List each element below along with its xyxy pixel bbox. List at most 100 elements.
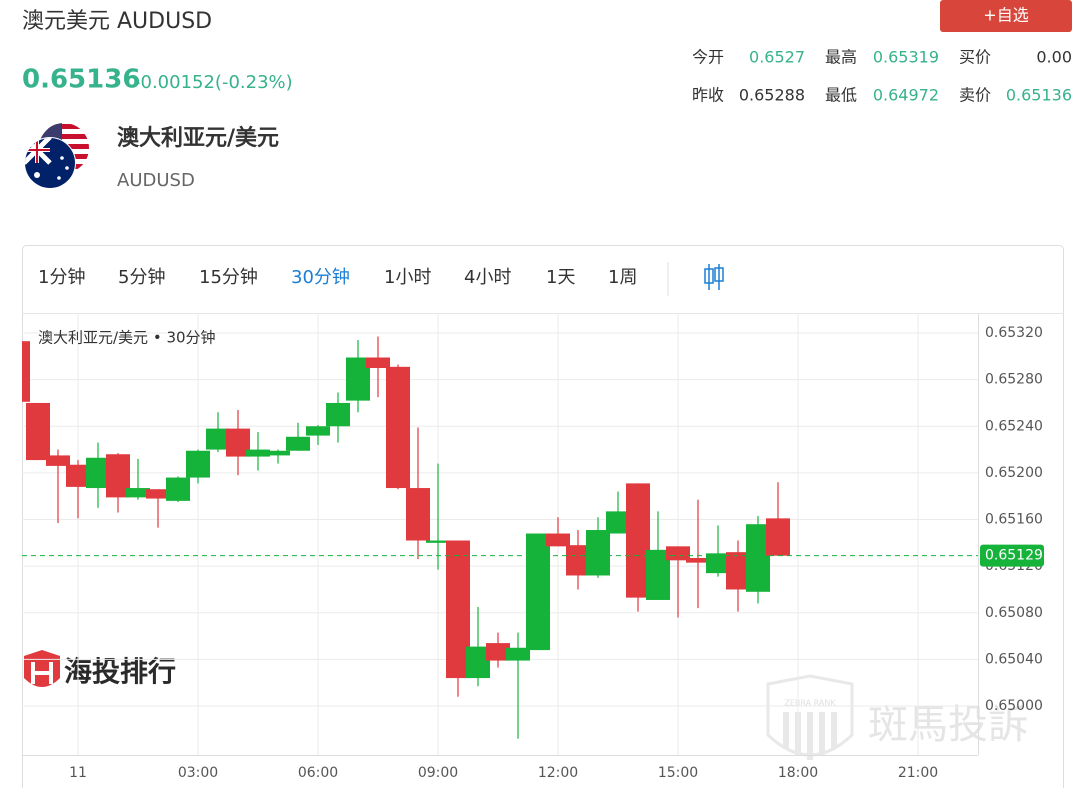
interval-tab[interactable]: 5分钟: [118, 267, 165, 288]
stat-label: 昨收: [692, 86, 724, 105]
interval-tab[interactable]: 1小时: [384, 267, 431, 288]
candle-body: [666, 546, 690, 561]
candle: [106, 453, 130, 513]
candle: [506, 632, 530, 739]
candle-body: [286, 436, 310, 451]
x-tick-label: 18:00: [778, 765, 818, 781]
logo-text: 海投排行: [64, 655, 176, 688]
x-tick-label: 06:00: [298, 765, 338, 781]
stat-label: 最高: [825, 48, 857, 67]
interval-tab[interactable]: 30分钟: [291, 267, 350, 288]
candle: [286, 422, 310, 451]
add-watchlist-button[interactable]: +自选: [940, 0, 1072, 32]
y-tick-label: 0.65040: [985, 651, 1043, 667]
candle-body: [386, 366, 410, 489]
candle-body: [46, 455, 70, 466]
candle-body: [306, 426, 330, 436]
page-title: 澳元美元 AUDUSD: [22, 9, 212, 34]
candle: [246, 432, 270, 471]
chart-style-button[interactable]: [704, 264, 724, 290]
candle: [66, 460, 90, 519]
logo-watermark: 海投排行: [24, 650, 176, 688]
candle-body: [366, 357, 390, 368]
candle: [486, 632, 510, 668]
interval-tab[interactable]: 1分钟: [38, 267, 85, 288]
stat-label: 最低: [825, 86, 857, 105]
flag-icon: [24, 123, 89, 189]
candle: [166, 476, 190, 503]
candle: [386, 364, 410, 490]
interval-tab[interactable]: 15分钟: [199, 267, 258, 288]
zebra-text: 斑馬投訴: [868, 702, 1028, 748]
candle-body: [146, 489, 170, 499]
candle-body: [606, 511, 630, 534]
instrument-name: 澳大利亚元/美元: [117, 125, 279, 151]
candle-body: [546, 533, 570, 547]
zebra-watermark: ZEBRA RANK 斑馬投訴: [766, 674, 1028, 760]
candle-body: [246, 449, 270, 457]
candle-body: [766, 518, 790, 556]
stat-label: 买价: [959, 48, 991, 67]
candle: [346, 340, 370, 413]
candle: [126, 458, 150, 500]
candle: [22, 341, 30, 402]
y-tick-label: 0.65080: [985, 605, 1043, 621]
y-tick-label: 0.65320: [985, 325, 1043, 341]
y-tick-label: 0.65280: [985, 372, 1043, 388]
candle: [746, 516, 770, 604]
y-tick-label: 0.65240: [985, 418, 1043, 434]
stat-value: 0.65288: [739, 86, 805, 105]
candle-body: [426, 540, 450, 543]
candle: [586, 517, 610, 578]
x-tick-label: 15:00: [658, 765, 698, 781]
x-tick-label: 03:00: [178, 765, 218, 781]
candle: [546, 517, 570, 547]
candle-body: [206, 428, 230, 450]
interval-tab[interactable]: 1天: [546, 267, 575, 288]
candle-body: [706, 553, 730, 574]
stat-label: 今开: [692, 48, 724, 67]
candle-body: [586, 530, 610, 576]
candle: [666, 546, 690, 618]
button-bg: [940, 0, 1072, 32]
stat-value: 0.65136: [1006, 86, 1072, 105]
x-tick-label: 12:00: [538, 765, 578, 781]
candle: [306, 425, 330, 445]
candle-body: [66, 464, 90, 487]
stats: 今开 0.6527 最高 0.65319 买价 0.00 昨收 0.65288 最低 0.6497…: [692, 48, 1072, 105]
button-label: +自选: [983, 6, 1028, 25]
stat-value: 0.64972: [873, 86, 939, 105]
y-tick-label: 0.65160: [985, 512, 1043, 528]
candle-body: [186, 450, 210, 478]
candle: [146, 489, 170, 528]
interval-tabs: 1分钟 5分钟 15分钟 30分钟 1小时 4小时 1天 1周: [38, 267, 637, 288]
candle-body: [266, 450, 290, 456]
interval-tab[interactable]: 1周: [608, 267, 637, 288]
candle: [426, 463, 450, 570]
chart-legend: 澳大利亚元/美元 • 30分钟: [38, 329, 216, 347]
stat-label: 卖价: [959, 86, 991, 105]
candle-body: [526, 533, 550, 651]
candle: [206, 412, 230, 452]
candle-body: [486, 643, 510, 661]
candle-body: [686, 557, 710, 563]
chart-panel: [22, 245, 1064, 788]
candle: [46, 449, 70, 524]
x-tick-label: 11: [69, 765, 87, 781]
candle: [326, 392, 350, 443]
x-tick-label: 21:00: [898, 765, 938, 781]
candle: [766, 482, 790, 556]
candle-body: [26, 402, 50, 461]
candle: [226, 409, 250, 476]
stat-value: 0.00: [1036, 48, 1072, 67]
candle-body: [166, 477, 190, 501]
x-tick-label: 09:00: [418, 765, 458, 781]
interval-tab[interactable]: 4小时: [464, 267, 511, 288]
candle: [706, 525, 730, 577]
quote-price: 0.65136: [22, 65, 140, 95]
candle-body: [22, 341, 30, 402]
stat-value: 0.65319: [873, 48, 939, 67]
y-tick-label: 0.65200: [985, 465, 1043, 481]
